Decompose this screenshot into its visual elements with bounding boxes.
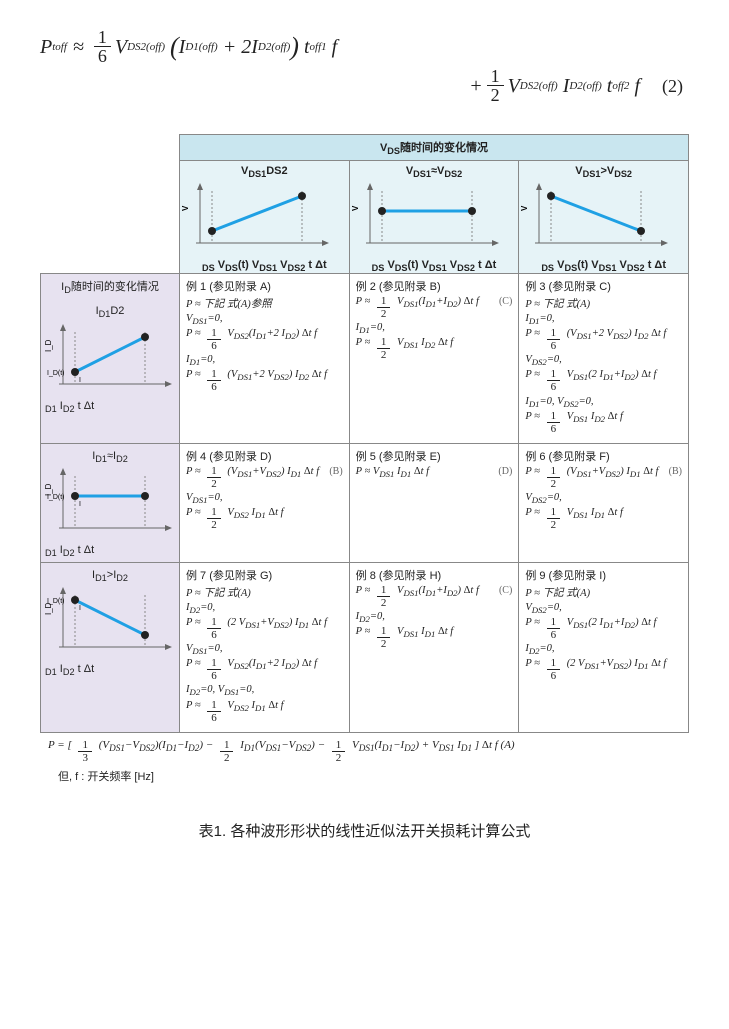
mini-plot: V	[521, 181, 671, 259]
mini-plot: I_D I_D(t) I	[45, 466, 175, 544]
id-row-0: ID随时间的变化情况ID1D2 I_D I_D(t) ID1 ID2 t Δt	[41, 274, 180, 444]
cell-7: 例 7 (参见附录 G)P ≈ 下記 式(A)ID2=0,P ≈ 16 (2 V…	[180, 563, 350, 733]
equation-block: Ptoff ≈ 16 VDS2(off) ( ID1(off) + 2 ID2(…	[40, 28, 689, 106]
equation-A: P = [ 13 (VDS1−VDS2)(ID1−ID2) − 12 ID1(V…	[48, 739, 689, 764]
cell-5: 例 5 (参见附录 E)P ≈ VDS1 ID1 Δt f (D)	[349, 443, 519, 562]
cell-3: 例 3 (参见附录 C)P ≈ 下記 式(A)ID1=0,P ≈ 16 (VDS…	[519, 274, 689, 444]
vds-col-0: VDS1DS2 VDS VDS(t) VDS1 VDS2 t Δt	[180, 160, 350, 273]
mini-plot: V	[352, 181, 502, 259]
table-caption: 表1. 各种波形形状的线性近似法开关损耗计算公式	[40, 820, 689, 841]
svg-text:I_D(t): I_D(t)	[47, 494, 65, 501]
cell-8: 例 8 (参见附录 H)P ≈ 12 VDS1(ID1+ID2) Δt f (C…	[349, 563, 519, 733]
svg-text:I: I	[79, 377, 81, 384]
svg-text:I: I	[79, 605, 81, 612]
mini-plot: V	[182, 181, 332, 259]
header-vds: VDS随时间的变化情况	[180, 134, 689, 160]
svg-text:I_D: I_D	[45, 339, 53, 352]
mini-plot: I_D I_D(t) I	[45, 585, 175, 663]
id-row-2: ID1>ID2 I_D I_D(t) ID1 ID2 t Δt	[41, 563, 180, 733]
cell-6: 例 6 (参见附录 F)P ≈ 12 (VDS1+VDS2) ID1 Δt f …	[519, 443, 689, 562]
footnote-freq: 但, f : 开关频率 [Hz]	[58, 768, 689, 784]
eq-line-2: + 12 VDS2(off) ID2(off) toff2 f (2)	[40, 67, 689, 106]
svg-text:I_D(t): I_D(t)	[47, 598, 65, 605]
cell-2: 例 2 (参见附录 B)P ≈ 12 VDS1(ID1+ID2) Δt f (C…	[349, 274, 519, 444]
vds-col-1: VDS1≈VDS2 VDS VDS(t) VDS1 VDS2 t Δt	[349, 160, 519, 273]
formula-table: VDS随时间的变化情况VDS1DS2 VDS VDS(t) VDS1 VDS2 …	[40, 134, 689, 733]
svg-text:V: V	[521, 205, 529, 211]
id-row-1: ID1≈ID2 I_D I_D(t) ID1 ID2 t Δt	[41, 443, 180, 562]
cell-4: 例 4 (参见附录 D)P ≈ 12 (VDS1+VDS2) ID1 Δt f …	[180, 443, 350, 562]
mini-plot: I_D I_D(t) I	[45, 322, 175, 400]
svg-text:I_D(t): I_D(t)	[47, 370, 65, 377]
svg-text:V: V	[182, 205, 190, 211]
svg-text:V: V	[352, 205, 360, 211]
vds-col-2: VDS1>VDS2 VDS VDS(t) VDS1 VDS2 t Δt	[519, 160, 689, 273]
eq-line-1: Ptoff ≈ 16 VDS2(off) ( ID1(off) + 2 ID2(…	[40, 28, 689, 67]
cell-1: 例 1 (参见附录 A)P ≈ 下記 式(A)参照VDS1=0,P ≈ 16 V…	[180, 274, 350, 444]
cell-9: 例 9 (参见附录 I)P ≈ 下記 式(A)VDS2=0,P ≈ 16 VDS…	[519, 563, 689, 733]
svg-text:I: I	[79, 501, 81, 508]
